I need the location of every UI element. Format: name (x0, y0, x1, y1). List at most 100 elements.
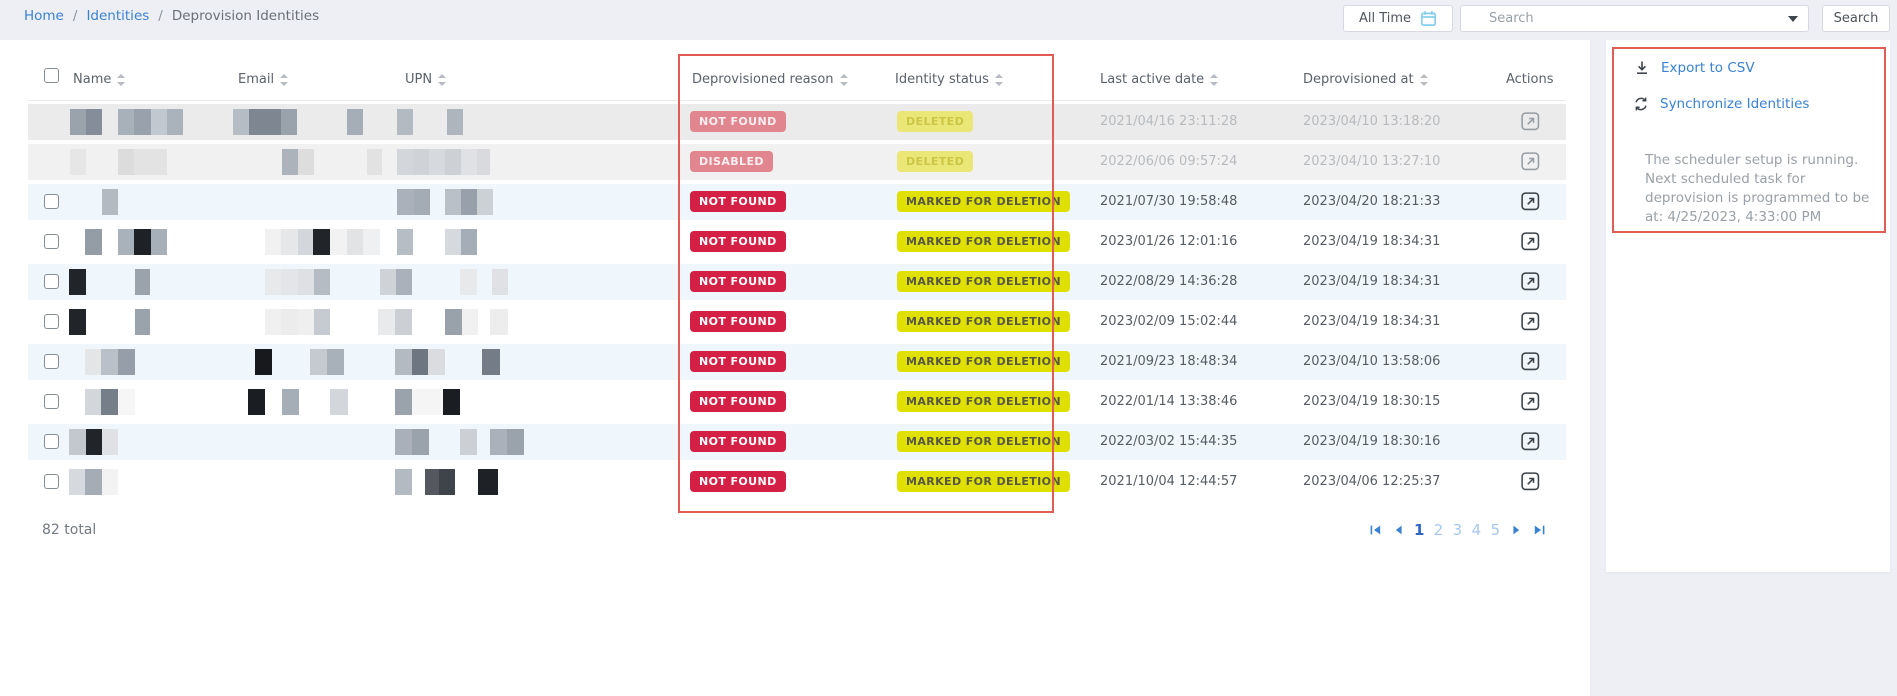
open-identity-button[interactable] (1521, 232, 1540, 251)
identity-status-badge: MARKED FOR DELETION (897, 231, 1071, 252)
row-checkbox[interactable] (44, 394, 59, 409)
redacted-text (85, 349, 101, 375)
redacted-text (298, 309, 314, 335)
breadcrumb-separator: / (158, 8, 163, 24)
redacted-text (507, 429, 524, 455)
total-count-label: 82 total (42, 522, 97, 538)
deprovisioned-at-cell: 2023/04/19 18:34:31 (1303, 274, 1441, 289)
pagination-page-5[interactable]: 5 (1490, 521, 1501, 539)
open-identity-button[interactable] (1521, 272, 1540, 291)
synchronize-identities-label: Synchronize Identities (1660, 96, 1810, 112)
breadcrumb-separator: / (72, 8, 78, 24)
row-checkbox[interactable] (44, 354, 59, 369)
breadcrumb-home[interactable]: Home (24, 8, 64, 24)
redacted-text (425, 469, 439, 495)
redacted-text (151, 109, 167, 135)
open-identity-button[interactable] (1521, 152, 1540, 171)
sort-icon (1210, 73, 1219, 86)
select-all-checkbox[interactable] (44, 68, 59, 83)
open-identity-button[interactable] (1521, 352, 1540, 371)
open-identity-button[interactable] (1521, 392, 1540, 411)
open-identity-button[interactable] (1521, 192, 1540, 211)
identity-status-badge: MARKED FOR DELETION (897, 351, 1071, 372)
redacted-text (310, 349, 327, 375)
search-input[interactable] (1460, 5, 1809, 32)
column-header-identity-status[interactable]: Identity status (895, 72, 1003, 87)
last-active-date-cell: 2022/06/06 09:57:24 (1100, 154, 1238, 169)
row-checkbox[interactable] (44, 314, 59, 329)
row-checkbox[interactable] (44, 274, 59, 289)
column-label: Name (73, 72, 112, 87)
pagination-last-button[interactable] (1532, 523, 1546, 537)
breadcrumb-current-page: Deprovision Identities (171, 8, 320, 24)
deprovisioned-reason-badge: NOT FOUND (690, 191, 786, 212)
sort-icon (117, 73, 126, 86)
table-row: NOT FOUND MARKED FOR DELETION 2022/01/14 1… (28, 384, 1566, 420)
search-field-wrap (1460, 5, 1809, 32)
deprovisioned-reason-badge: NOT FOUND (690, 471, 786, 492)
open-identity-button[interactable] (1521, 432, 1540, 451)
row-checkbox[interactable] (44, 234, 59, 249)
pagination-first-button[interactable] (1368, 523, 1382, 537)
pagination-next-button[interactable] (1509, 523, 1523, 537)
time-filter-button[interactable]: All Time (1343, 5, 1453, 32)
last-active-date-cell: 2021/09/23 18:48:34 (1100, 354, 1238, 369)
redacted-text (378, 309, 395, 335)
last-active-date-cell: 2021/04/16 23:11:28 (1100, 114, 1238, 129)
last-active-date-cell: 2022/01/14 13:38:46 (1100, 394, 1238, 409)
redacted-text (412, 429, 429, 455)
column-header-deprovisioned-at[interactable]: Deprovisioned at (1303, 72, 1428, 87)
row-checkbox[interactable] (44, 194, 59, 209)
redacted-text (395, 309, 412, 335)
row-checkbox[interactable] (44, 474, 59, 489)
redacted-text (69, 429, 86, 455)
redacted-text (118, 349, 135, 375)
column-label: Email (238, 72, 275, 87)
refresh-icon (1633, 96, 1649, 112)
redacted-text (102, 429, 118, 455)
pagination-page-1[interactable]: 1 (1414, 521, 1425, 539)
column-header-email[interactable]: Email (238, 72, 289, 87)
redacted-text (70, 149, 86, 175)
table-row: NOT FOUND DELETED 2021/04/16 23:11:28 2023/… (28, 104, 1566, 140)
pagination-page-3[interactable]: 3 (1452, 521, 1463, 539)
open-identity-button[interactable] (1521, 112, 1540, 131)
column-header-upn[interactable]: UPN (405, 72, 447, 87)
open-identity-button[interactable] (1521, 312, 1540, 331)
row-checkbox[interactable] (44, 434, 59, 449)
redacted-text (330, 389, 348, 415)
table-row: DISABLED DELETED 2022/06/06 09:57:24 2023/0… (28, 144, 1566, 180)
identity-status-badge: MARKED FOR DELETION (897, 431, 1071, 452)
column-header-name[interactable]: Name (73, 72, 126, 87)
sort-icon (438, 73, 447, 86)
redacted-text (135, 269, 150, 295)
search-button-label: Search (1833, 11, 1879, 26)
breadcrumb-identities[interactable]: Identities (86, 8, 150, 24)
redacted-text (282, 149, 298, 175)
redacted-text (330, 229, 347, 255)
sort-icon (839, 73, 848, 86)
redacted-text (85, 389, 101, 415)
identity-status-badge: MARKED FOR DELETION (897, 391, 1071, 412)
chevron-down-icon[interactable] (1788, 16, 1798, 22)
open-identity-button[interactable] (1521, 472, 1540, 491)
sort-icon (280, 73, 289, 86)
export-to-csv-button[interactable]: Export to CSV (1634, 60, 1755, 76)
column-header-actions: Actions (1506, 72, 1554, 87)
redacted-text (460, 429, 477, 455)
pagination-prev-button[interactable] (1391, 523, 1405, 537)
last-active-date-cell: 2021/07/30 19:58:48 (1100, 194, 1238, 209)
synchronize-identities-button[interactable]: Synchronize Identities (1633, 96, 1809, 112)
redacted-text (314, 309, 330, 335)
deprovisioned-at-cell: 2023/04/19 18:34:31 (1303, 314, 1441, 329)
redacted-text (281, 269, 298, 295)
table-row: NOT FOUND MARKED FOR DELETION 2023/02/09 1… (28, 304, 1566, 340)
column-header-deprovisioned-reason[interactable]: Deprovisioned reason (692, 72, 848, 87)
pagination-page-4[interactable]: 4 (1471, 521, 1482, 539)
redacted-text (265, 229, 281, 255)
column-header-last-active-date[interactable]: Last active date (1100, 72, 1219, 87)
redacted-text (248, 389, 265, 415)
pagination-page-2[interactable]: 2 (1433, 521, 1444, 539)
last-active-date-cell: 2023/02/09 15:02:44 (1100, 314, 1238, 329)
search-button[interactable]: Search (1822, 5, 1890, 32)
